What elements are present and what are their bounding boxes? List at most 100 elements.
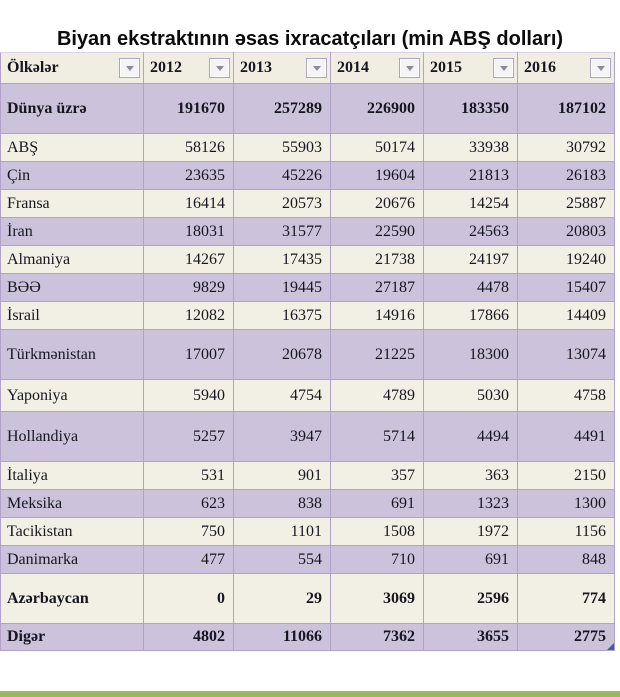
filter-dropdown-button[interactable] — [119, 58, 140, 78]
value-cell[interactable]: 45226 — [233, 161, 331, 190]
value-cell[interactable]: 363 — [423, 461, 518, 490]
value-cell[interactable]: 21813 — [423, 161, 518, 190]
value-cell[interactable]: 1300 — [517, 489, 615, 518]
value-cell[interactable]: 14916 — [330, 301, 424, 330]
value-cell[interactable]: 14254 — [423, 189, 518, 218]
value-cell[interactable]: 4758 — [517, 379, 615, 412]
value-cell[interactable]: 357 — [330, 461, 424, 490]
value-cell[interactable]: 27187 — [330, 273, 424, 302]
value-cell[interactable]: 18031 — [143, 217, 234, 246]
value-cell[interactable]: 17866 — [423, 301, 518, 330]
value-cell[interactable]: 16375 — [233, 301, 331, 330]
value-cell[interactable]: 26183 — [517, 161, 615, 190]
value-cell[interactable]: 4754 — [233, 379, 331, 412]
value-cell[interactable]: 4802 — [143, 623, 234, 651]
value-cell[interactable]: 19240 — [517, 245, 615, 274]
column-header-2012[interactable]: 2012 — [143, 52, 234, 84]
value-cell[interactable]: 187102 — [517, 83, 615, 134]
value-cell[interactable]: 25887 — [517, 189, 615, 218]
value-cell[interactable]: 18300 — [423, 329, 518, 380]
value-cell[interactable]: 9829 — [143, 273, 234, 302]
value-cell[interactable]: 2150 — [517, 461, 615, 490]
value-cell[interactable]: 750 — [143, 517, 234, 546]
value-cell[interactable]: 20803 — [517, 217, 615, 246]
row-label-cell[interactable]: BƏƏ — [0, 273, 144, 302]
value-cell[interactable]: 24197 — [423, 245, 518, 274]
value-cell[interactable]: 1101 — [233, 517, 331, 546]
value-cell[interactable]: 30792 — [517, 133, 615, 162]
value-cell[interactable]: 257289 — [233, 83, 331, 134]
value-cell[interactable]: 20676 — [330, 189, 424, 218]
filter-dropdown-button[interactable] — [209, 58, 230, 78]
value-cell[interactable]: 50174 — [330, 133, 424, 162]
column-header-2014[interactable]: 2014 — [330, 52, 424, 84]
filter-dropdown-button[interactable] — [590, 58, 611, 78]
filter-dropdown-button[interactable] — [306, 58, 327, 78]
value-cell[interactable]: 7362 — [330, 623, 424, 651]
value-cell[interactable]: 17435 — [233, 245, 331, 274]
value-cell[interactable]: 22590 — [330, 217, 424, 246]
row-label-cell[interactable]: Danimarka — [0, 545, 144, 574]
value-cell[interactable]: 21225 — [330, 329, 424, 380]
row-label-cell[interactable]: Meksika — [0, 489, 144, 518]
row-label-cell[interactable]: Tacikistan — [0, 517, 144, 546]
value-cell[interactable]: 774 — [517, 573, 615, 624]
value-cell[interactable]: 20573 — [233, 189, 331, 218]
value-cell[interactable]: 710 — [330, 545, 424, 574]
value-cell[interactable]: 3655 — [423, 623, 518, 651]
row-label-cell[interactable]: ABŞ — [0, 133, 144, 162]
value-cell[interactable]: 848 — [517, 545, 615, 574]
row-label-cell[interactable]: Çin — [0, 161, 144, 190]
row-label-cell[interactable]: İsrail — [0, 301, 144, 330]
value-cell[interactable]: 31577 — [233, 217, 331, 246]
column-header-2013[interactable]: 2013 — [233, 52, 331, 84]
row-label-cell[interactable]: Dünya üzrə — [0, 83, 144, 134]
row-label-cell[interactable]: Hollandiya — [0, 411, 144, 462]
row-label-cell[interactable]: İran — [0, 217, 144, 246]
value-cell[interactable]: 21738 — [330, 245, 424, 274]
value-cell[interactable]: 14409 — [517, 301, 615, 330]
table-resize-handle-icon[interactable] — [607, 643, 614, 650]
value-cell[interactable]: 554 — [233, 545, 331, 574]
value-cell[interactable]: 16414 — [143, 189, 234, 218]
value-cell[interactable]: 4478 — [423, 273, 518, 302]
value-cell[interactable]: 4491 — [517, 411, 615, 462]
value-cell[interactable]: 4789 — [330, 379, 424, 412]
value-cell[interactable]: 4494 — [423, 411, 518, 462]
value-cell[interactable]: 33938 — [423, 133, 518, 162]
value-cell[interactable]: 901 — [233, 461, 331, 490]
value-cell[interactable]: 19445 — [233, 273, 331, 302]
value-cell[interactable]: 183350 — [423, 83, 518, 134]
value-cell[interactable]: 5257 — [143, 411, 234, 462]
value-cell[interactable]: 3947 — [233, 411, 331, 462]
value-cell[interactable]: 20678 — [233, 329, 331, 380]
value-cell[interactable]: 1972 — [423, 517, 518, 546]
value-cell[interactable]: 58126 — [143, 133, 234, 162]
filter-dropdown-button[interactable] — [493, 58, 514, 78]
row-label-cell[interactable]: Fransa — [0, 189, 144, 218]
value-cell[interactable]: 191670 — [143, 83, 234, 134]
value-cell[interactable]: 13074 — [517, 329, 615, 380]
value-cell[interactable]: 623 — [143, 489, 234, 518]
value-cell[interactable]: 1323 — [423, 489, 518, 518]
value-cell[interactable]: 24563 — [423, 217, 518, 246]
value-cell[interactable]: 226900 — [330, 83, 424, 134]
value-cell[interactable]: 15407 — [517, 273, 615, 302]
value-cell[interactable]: 691 — [423, 545, 518, 574]
filter-dropdown-button[interactable] — [399, 58, 420, 78]
value-cell[interactable]: 3069 — [330, 573, 424, 624]
value-cell[interactable]: 12082 — [143, 301, 234, 330]
value-cell[interactable]: 2596 — [423, 573, 518, 624]
value-cell[interactable]: 5940 — [143, 379, 234, 412]
row-label-cell[interactable]: Almaniya — [0, 245, 144, 274]
value-cell[interactable]: 19604 — [330, 161, 424, 190]
value-cell[interactable]: 55903 — [233, 133, 331, 162]
value-cell[interactable]: 5030 — [423, 379, 518, 412]
value-cell[interactable]: 17007 — [143, 329, 234, 380]
value-cell[interactable]: 477 — [143, 545, 234, 574]
value-cell[interactable]: 14267 — [143, 245, 234, 274]
row-label-cell[interactable]: İtaliya — [0, 461, 144, 490]
value-cell[interactable]: 1156 — [517, 517, 615, 546]
value-cell[interactable]: 11066 — [233, 623, 331, 651]
value-cell[interactable]: 691 — [330, 489, 424, 518]
